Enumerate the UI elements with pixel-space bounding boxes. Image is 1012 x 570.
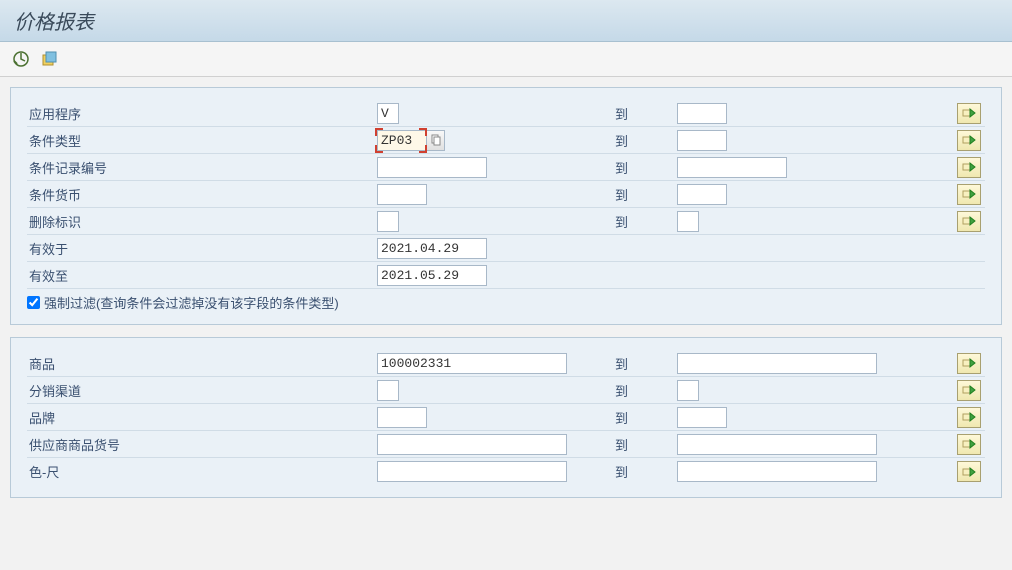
input-application-from[interactable]: [377, 103, 399, 124]
input-cond-currency-to[interactable]: [677, 184, 727, 205]
to-label: 到: [607, 212, 677, 231]
label-valid-from: 有效于: [27, 239, 377, 258]
input-delete-flag-from[interactable]: [377, 211, 399, 232]
arrow-right-icon: [962, 107, 976, 119]
input-valid-to[interactable]: [377, 265, 487, 286]
to-label: 到: [607, 435, 677, 454]
arrow-right-icon: [962, 384, 976, 396]
to-label: 到: [607, 158, 677, 177]
variant-icon: [40, 50, 58, 68]
label-cond-type: 条件类型: [27, 131, 377, 150]
row-cond-currency: 条件货币 到: [27, 181, 985, 208]
checkbox-force-filter[interactable]: [27, 296, 40, 309]
to-label: 到: [607, 462, 677, 481]
execute-button[interactable]: [10, 48, 32, 70]
multi-select-article[interactable]: [957, 353, 981, 374]
row-application: 应用程序 到: [27, 100, 985, 127]
input-cond-currency-from[interactable]: [377, 184, 427, 205]
label-cond-currency: 条件货币: [27, 185, 377, 204]
row-article: 商品 到: [27, 350, 985, 377]
label-cond-rec-no: 条件记录编号: [27, 158, 377, 177]
to-label: 到: [607, 185, 677, 204]
input-article-from[interactable]: [377, 353, 567, 374]
title-bar: 价格报表: [0, 0, 1012, 42]
arrow-right-icon: [962, 357, 976, 369]
multi-select-cond-currency[interactable]: [957, 184, 981, 205]
execute-icon: [12, 50, 30, 68]
multi-select-cond-type[interactable]: [957, 130, 981, 151]
input-cond-rec-no-to[interactable]: [677, 157, 787, 178]
f4-help-cond-type[interactable]: [427, 130, 445, 151]
multi-select-cond-rec-no[interactable]: [957, 157, 981, 178]
selection-panel-1: 应用程序 到 条件类型: [10, 87, 1002, 325]
input-application-to[interactable]: [677, 103, 727, 124]
input-dist-channel-from[interactable]: [377, 380, 399, 401]
arrow-right-icon: [962, 466, 976, 478]
toolbar: [0, 42, 1012, 77]
label-delete-flag: 删除标识: [27, 212, 377, 231]
multi-select-color-size[interactable]: [957, 461, 981, 482]
input-vendor-article-to[interactable]: [677, 434, 877, 455]
row-valid-from: 有效于: [27, 235, 985, 262]
search-help-icon: [431, 134, 441, 146]
row-vendor-article: 供应商商品货号 到: [27, 431, 985, 458]
content-area: 应用程序 到 条件类型: [0, 77, 1012, 520]
input-brand-to[interactable]: [677, 407, 727, 428]
to-label: 到: [607, 381, 677, 400]
multi-select-brand[interactable]: [957, 407, 981, 428]
input-valid-from[interactable]: [377, 238, 487, 259]
label-vendor-article: 供应商商品货号: [27, 435, 377, 454]
selection-panel-2: 商品 到 分销渠道 到: [10, 337, 1002, 498]
arrow-right-icon: [962, 188, 976, 200]
focus-wrapper: [377, 130, 445, 151]
row-force-filter: 强制过滤(查询条件会过滤掉没有该字段的条件类型): [27, 289, 985, 312]
row-cond-rec-no: 条件记录编号 到: [27, 154, 985, 181]
arrow-right-icon: [962, 438, 976, 450]
label-application: 应用程序: [27, 104, 377, 123]
multi-select-application[interactable]: [957, 103, 981, 124]
input-color-size-from[interactable]: [377, 461, 567, 482]
input-dist-channel-to[interactable]: [677, 380, 699, 401]
input-delete-flag-to[interactable]: [677, 211, 699, 232]
to-label: 到: [607, 408, 677, 427]
row-dist-channel: 分销渠道 到: [27, 377, 985, 404]
input-cond-type-to[interactable]: [677, 130, 727, 151]
row-delete-flag: 删除标识 到: [27, 208, 985, 235]
input-vendor-article-from[interactable]: [377, 434, 567, 455]
label-article: 商品: [27, 354, 377, 373]
input-article-to[interactable]: [677, 353, 877, 374]
row-cond-type: 条件类型 到: [27, 127, 985, 154]
arrow-right-icon: [962, 215, 976, 227]
label-force-filter: 强制过滤(查询条件会过滤掉没有该字段的条件类型): [44, 293, 339, 312]
row-valid-to: 有效至: [27, 262, 985, 289]
to-label: 到: [607, 104, 677, 123]
to-label: 到: [607, 131, 677, 150]
arrow-right-icon: [962, 411, 976, 423]
label-dist-channel: 分销渠道: [27, 381, 377, 400]
variant-button[interactable]: [38, 48, 60, 70]
multi-select-dist-channel[interactable]: [957, 380, 981, 401]
label-color-size: 色-尺: [27, 462, 377, 481]
input-color-size-to[interactable]: [677, 461, 877, 482]
page-title: 价格报表: [14, 12, 94, 34]
label-brand: 品牌: [27, 408, 377, 427]
multi-select-delete-flag[interactable]: [957, 211, 981, 232]
row-brand: 品牌 到: [27, 404, 985, 431]
label-valid-to: 有效至: [27, 266, 377, 285]
multi-select-vendor-article[interactable]: [957, 434, 981, 455]
to-label: 到: [607, 354, 677, 373]
row-color-size: 色-尺 到: [27, 458, 985, 485]
arrow-right-icon: [962, 134, 976, 146]
input-brand-from[interactable]: [377, 407, 427, 428]
arrow-right-icon: [962, 161, 976, 173]
input-cond-rec-no-from[interactable]: [377, 157, 487, 178]
